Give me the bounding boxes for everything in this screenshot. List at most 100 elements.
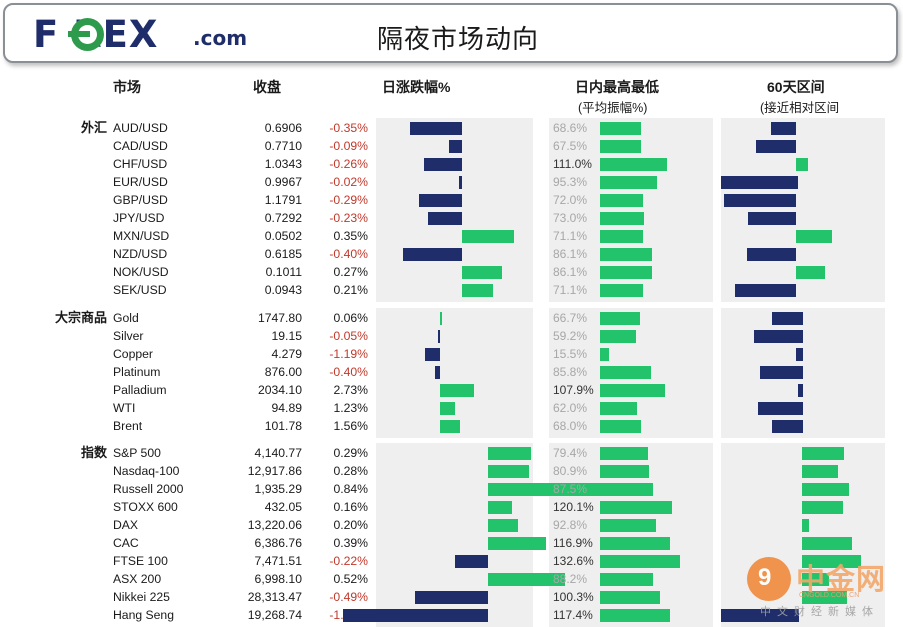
- daily-change-value: -0.40%: [329, 247, 368, 261]
- close-value: 0.6185: [264, 247, 302, 261]
- intraday-range-value: 71.1%: [553, 283, 588, 297]
- daily-change-value: 0.27%: [333, 265, 368, 279]
- intraday-range-value: 117.4%: [553, 608, 593, 622]
- intraday-range-value: 80.9%: [553, 464, 588, 478]
- close-value: 19,268.74: [247, 608, 302, 622]
- group-label: 指数: [80, 445, 107, 460]
- daily-change-bar: [488, 573, 565, 586]
- intraday-range-bar: [600, 176, 658, 189]
- intraday-range-bar: [600, 330, 636, 343]
- instrument-name: Nikkei 225: [113, 590, 170, 604]
- close-value: 6,386.76: [254, 536, 302, 550]
- instrument-name: WTI: [113, 401, 136, 415]
- daily-change-value: 0.21%: [333, 283, 368, 297]
- instrument-name: ASX 200: [113, 572, 162, 586]
- close-value: 0.0502: [264, 229, 302, 243]
- daily-change-bar: [488, 519, 518, 532]
- intraday-range-bar: [600, 212, 644, 225]
- intraday-range-bar: [600, 312, 641, 325]
- range-60d-bar: [746, 248, 796, 261]
- intraday-range-value: 67.5%: [553, 139, 588, 153]
- close-value: 1.0343: [264, 157, 302, 171]
- daily-change-value: -0.09%: [329, 139, 368, 153]
- daily-change-value: 2.73%: [333, 383, 368, 397]
- cngold-watermark: 9 中金网 CNGOLD.COM.CN 中文财经新媒体: [744, 556, 894, 618]
- daily-change-value: 1.23%: [333, 401, 368, 415]
- close-value: 1,935.29: [254, 482, 302, 496]
- instrument-name: GBP/USD: [113, 193, 168, 207]
- range-60d-bar: [770, 122, 796, 135]
- daily-change-bar: [459, 176, 462, 189]
- instrument-name: AUD/USD: [113, 121, 168, 135]
- daily-change-value: -0.40%: [329, 365, 368, 379]
- daily-change-bar: [402, 248, 462, 261]
- intraday-range-value: 111.0%: [553, 157, 592, 171]
- daily-change-value: -0.22%: [329, 554, 368, 568]
- daily-change-bar: [455, 555, 488, 568]
- col-header-daily-change: 日涨跌幅%: [382, 79, 451, 95]
- close-value: 0.7710: [264, 139, 302, 153]
- daily-change-bar: [488, 483, 613, 496]
- intraday-range-bar: [600, 284, 643, 297]
- logo-o-icon: [68, 18, 104, 51]
- range-60d-bar: [802, 519, 810, 532]
- intraday-range-bar: [600, 230, 643, 243]
- instrument-name: NZD/USD: [113, 247, 168, 261]
- intraday-range-bar: [600, 537, 671, 550]
- instrument-name: SEK/USD: [113, 283, 167, 297]
- daily-change-value: -0.23%: [329, 211, 368, 225]
- daily-change-bar: [427, 212, 462, 225]
- intraday-range-value: 95.3%: [553, 175, 588, 189]
- intraday-range-value: 86.1%: [553, 247, 588, 261]
- instrument-name: Brent: [113, 419, 143, 433]
- daily-change-value: -0.49%: [329, 590, 368, 604]
- daily-change-value: 0.06%: [333, 311, 368, 325]
- watermark-tagline: 中文财经新媒体: [760, 606, 879, 618]
- range-60d-bar: [771, 420, 803, 433]
- close-value: 19.15: [271, 329, 303, 343]
- intraday-range-bar: [600, 384, 665, 397]
- daily-change-bar: [448, 140, 462, 153]
- intraday-range-bar: [600, 573, 653, 586]
- col-header-market: 市场: [113, 79, 141, 95]
- intraday-range-value: 132.6%: [553, 554, 594, 568]
- daily-change-bar: [462, 266, 502, 279]
- close-value: 12,917.86: [247, 464, 302, 478]
- daily-change-value: 0.84%: [333, 482, 368, 496]
- instrument-name: CHF/USD: [113, 157, 168, 171]
- instrument-name: Silver: [113, 329, 144, 343]
- daily-change-value: -1.19%: [329, 347, 368, 361]
- close-value: 0.6906: [264, 121, 302, 135]
- page-title: 隔夜市场动向: [377, 25, 540, 55]
- range-60d-bar: [771, 312, 803, 325]
- range-60d-bar: [802, 555, 861, 568]
- range-60d-bar: [734, 284, 796, 297]
- intraday-range-bar: [600, 248, 652, 261]
- daily-change-bar: [488, 537, 546, 550]
- daily-change-bar: [440, 402, 456, 415]
- close-value: 0.9967: [264, 175, 302, 189]
- daily-change-bar: [488, 465, 530, 478]
- instrument-name: CAC: [113, 536, 139, 550]
- close-value: 13,220.06: [247, 518, 302, 532]
- daily-change-bar: [462, 230, 514, 243]
- daily-change-panel: [376, 308, 533, 438]
- intraday-range-bar: [600, 555, 680, 568]
- daily-change-bar: [435, 366, 440, 379]
- intraday-range-value: 73.0%: [553, 211, 588, 225]
- instrument-name: CAD/USD: [113, 139, 168, 153]
- instrument-name: Hang Seng: [113, 608, 174, 622]
- daily-change-value: 0.52%: [333, 572, 368, 586]
- close-value: 7,471.51: [254, 554, 302, 568]
- daily-change-value: 1.56%: [333, 419, 368, 433]
- daily-change-value: 0.20%: [333, 518, 368, 532]
- close-value: 2034.10: [257, 383, 302, 397]
- range-60d-bar: [721, 609, 799, 622]
- instrument-name: NOK/USD: [113, 265, 169, 279]
- intraday-range-value: 86.1%: [553, 265, 588, 279]
- daily-change-value: -0.05%: [329, 329, 368, 343]
- col-header-close: 收盘: [253, 79, 281, 95]
- instrument-name: Russell 2000: [113, 482, 184, 496]
- range-60d-bar: [748, 212, 796, 225]
- intraday-range-bar: [600, 483, 653, 496]
